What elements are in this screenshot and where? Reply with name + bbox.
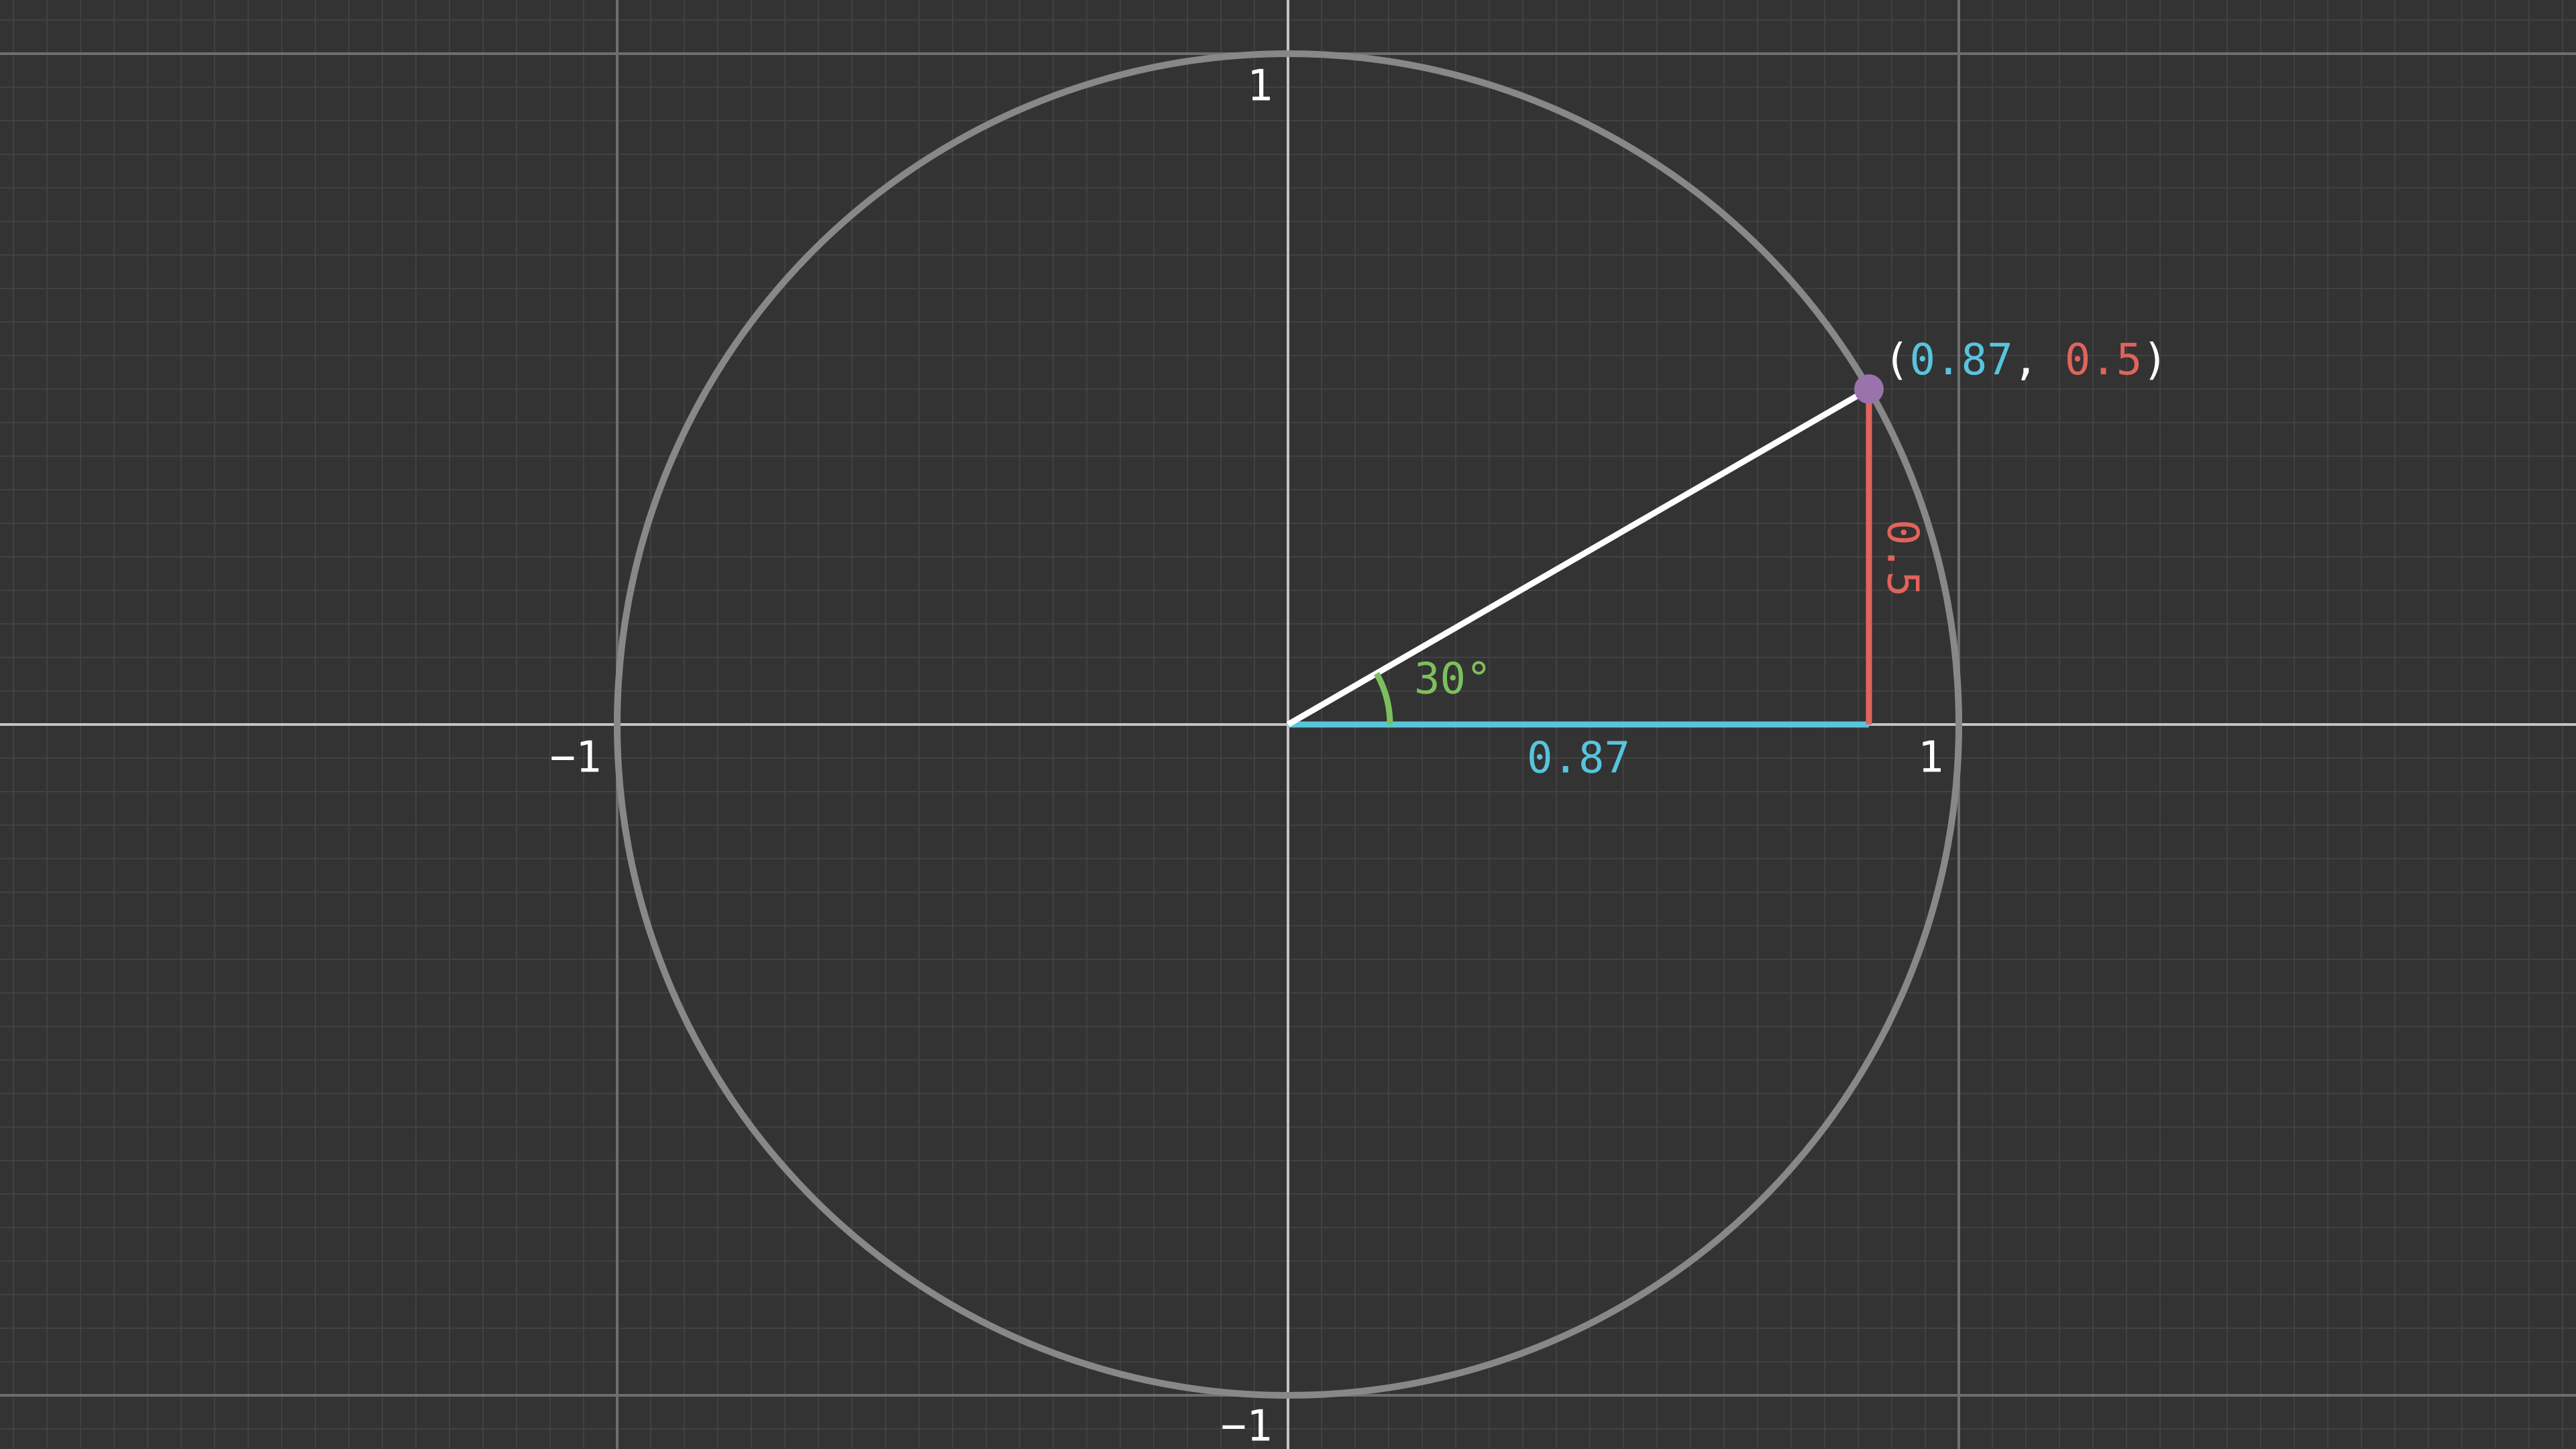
angle-arc <box>1374 672 1393 725</box>
cosine-label: 0.87 <box>1527 734 1630 784</box>
point-label-separator: , <box>2013 335 2065 385</box>
y-top-label: 1 <box>1247 62 1273 111</box>
radius-line <box>1286 386 1871 727</box>
unit-circle <box>614 50 1962 1399</box>
sine-label: 0.5 <box>1877 519 1927 597</box>
x-left-label: −1 <box>549 733 601 783</box>
point-label-y: 0.5 <box>2065 335 2143 385</box>
y-bottom-label: −1 <box>1220 1402 1272 1449</box>
point-label: (0.87, 0.5) <box>1884 335 2168 385</box>
point <box>1854 374 1884 404</box>
point-label-open: ( <box>1884 335 1910 385</box>
angle-label: 30° <box>1414 655 1492 704</box>
point-label-x: 0.87 <box>1910 335 2013 385</box>
point-label-close: ) <box>2142 335 2168 385</box>
x-right-label: 1 <box>1918 733 1944 783</box>
